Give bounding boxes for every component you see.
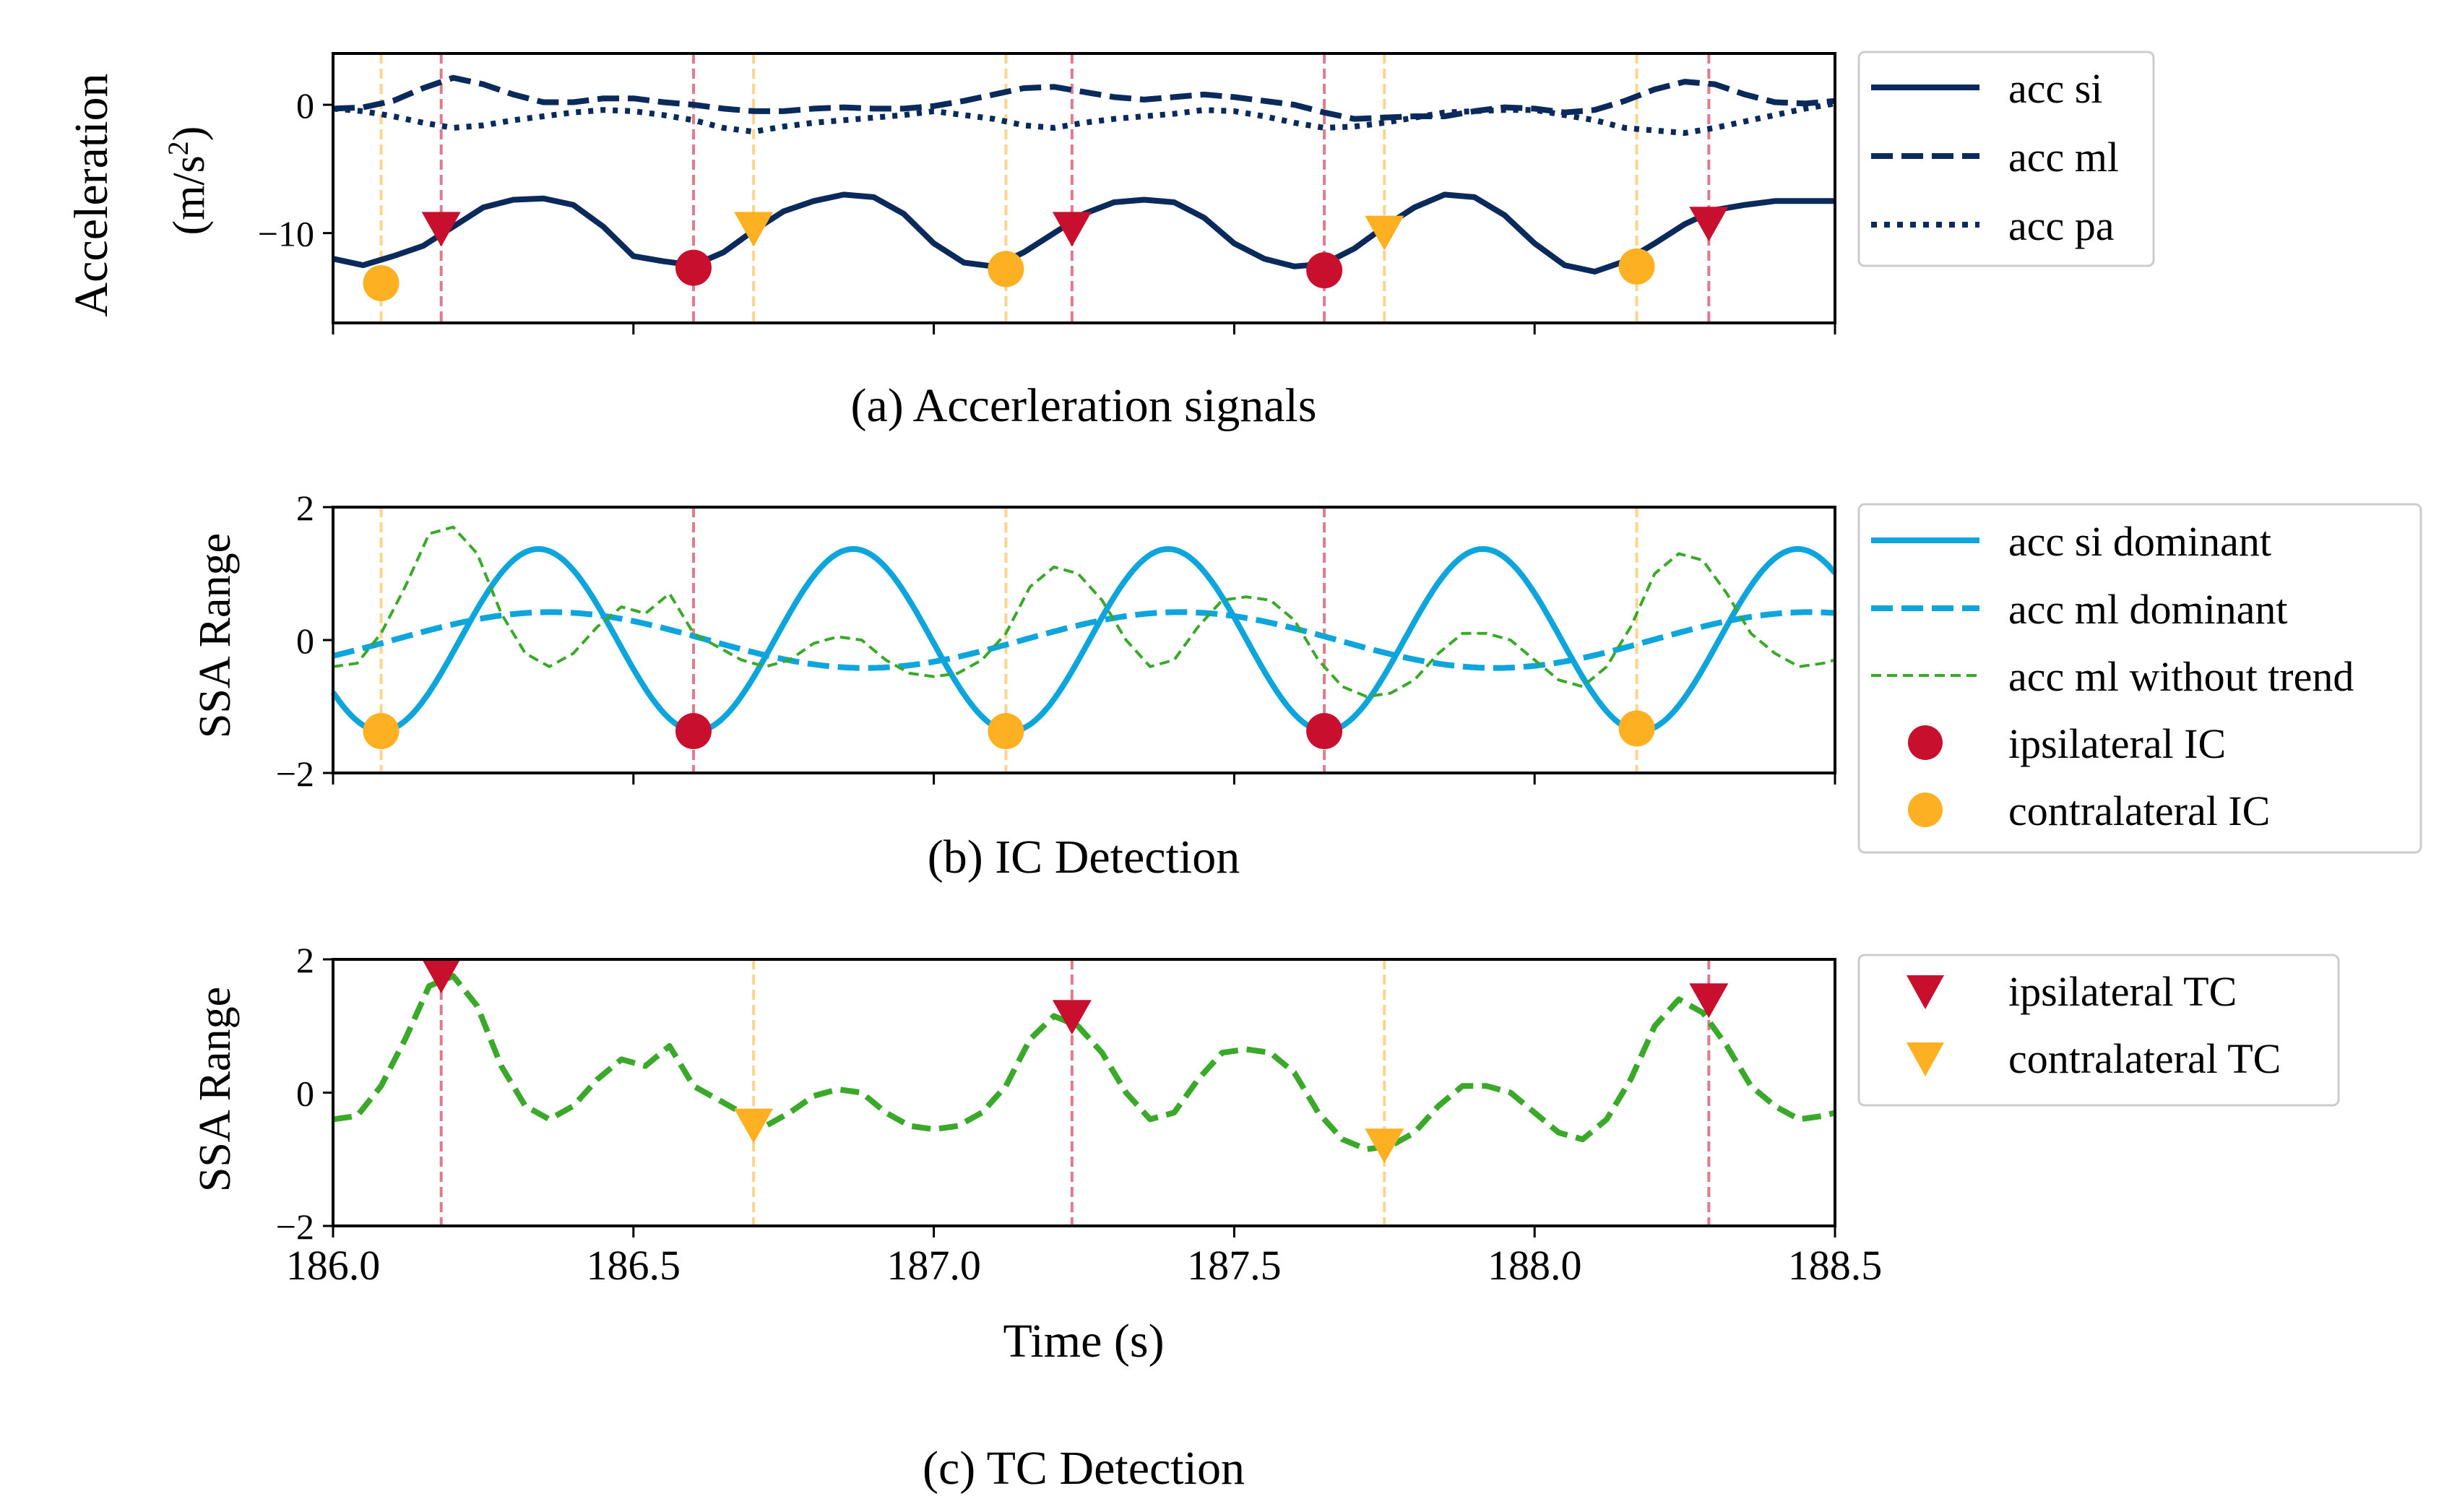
legend-c-marker-contralateral-tc xyxy=(1907,1042,1944,1076)
contralateral-tc-marker xyxy=(1365,1128,1404,1164)
caption-a: (a) Accerleration signals xyxy=(850,379,1316,432)
y-tick-label: −2 xyxy=(276,1206,314,1247)
y-axis-label-c: SSA Range xyxy=(191,987,240,1192)
y-tick-label: 2 xyxy=(296,940,314,980)
panel-acceleration: 0 −10 xyxy=(258,52,1836,334)
contralateral-ic-marker xyxy=(1618,248,1655,285)
legend-a-label-acc-si: acc si xyxy=(2008,65,2102,112)
ipsilateral-tc-marker xyxy=(421,959,461,994)
x-axis-label: Time (s) xyxy=(1003,1315,1164,1368)
ipsilateral-ic-marker xyxy=(1306,713,1343,750)
series-acc-si-dominant xyxy=(330,546,1838,734)
series-acc-ml xyxy=(332,74,1836,122)
contralateral-ic-marker xyxy=(363,264,400,301)
contralateral-tc-marker xyxy=(734,212,774,247)
contralateral-tc-marker xyxy=(1365,215,1404,251)
y-axis-label-b: SSA Range xyxy=(191,533,240,738)
caption-c: (c) TC Detection xyxy=(923,1442,1245,1495)
series-acc-ml-without-trend xyxy=(332,525,1836,699)
plot-frame xyxy=(332,958,1836,1227)
legend-a-label-acc-pa: acc pa xyxy=(2008,202,2114,249)
ipsilateral-ic-marker xyxy=(1306,252,1343,289)
legend-c: ipsilateral TC contralateral TC xyxy=(1857,954,2340,1107)
plot-frame xyxy=(332,52,1836,324)
legend-b-label-ml-without-trend: acc ml without trend xyxy=(2008,653,2354,700)
contralateral-ic-marker xyxy=(988,713,1024,750)
contralateral-ic-marker xyxy=(988,251,1024,288)
y-tick-label: −2 xyxy=(276,753,314,794)
y-axis-label-a: Acceleration xyxy=(65,73,118,316)
ipsilateral-tc-marker xyxy=(1052,1000,1092,1035)
x-tick-label: 187.5 xyxy=(1187,1242,1282,1289)
legend-b-marker-contralateral-ic xyxy=(1908,792,1943,827)
panel-ic-detection: 2 0 −2 xyxy=(276,488,1838,794)
legend-c-label-contralateral-tc: contralateral TC xyxy=(2008,1035,2281,1082)
legend-b-label-contralateral-ic: contralateral IC xyxy=(2008,787,2270,834)
contralateral-ic-marker xyxy=(1618,710,1655,747)
ipsilateral-tc-marker xyxy=(1689,983,1729,1019)
caption-b: (b) IC Detection xyxy=(928,831,1240,884)
y-tick-label: 0 xyxy=(296,1073,314,1114)
ipsilateral-tc-marker xyxy=(421,212,461,247)
legend-b-label-ipsilateral-ic: ipsilateral IC xyxy=(2008,720,2226,767)
y-tick-label: 2 xyxy=(296,488,314,528)
plot-frame xyxy=(332,506,1836,774)
ipsilateral-tc-marker xyxy=(1689,207,1729,242)
legend-b-marker-ipsilateral-ic xyxy=(1908,725,1943,760)
contralateral-tc-marker xyxy=(734,1108,774,1144)
ipsilateral-ic-marker xyxy=(675,713,712,750)
y-tick-label: 0 xyxy=(296,621,314,661)
series-ssa-range xyxy=(332,973,1836,1152)
y-tick-label: 0 xyxy=(296,85,314,126)
ipsilateral-tc-marker xyxy=(1052,212,1092,247)
y-axis-unit-a: (m/s2) xyxy=(162,126,215,236)
legend-b-label-si-dominant: acc si dominant xyxy=(2008,518,2271,565)
x-tick-label: 187.0 xyxy=(886,1242,981,1289)
ipsilateral-ic-marker xyxy=(675,249,712,286)
series-acc-ml-dominant xyxy=(332,609,1836,671)
legend-a: acc si acc ml acc pa xyxy=(1857,51,2155,267)
legend-b-label-ml-dominant: acc ml dominant xyxy=(2008,586,2288,633)
legend-c-label-ipsilateral-tc: ipsilateral TC xyxy=(2008,968,2237,1015)
legend-a-label-acc-ml: acc ml xyxy=(2008,134,2119,181)
contralateral-ic-marker xyxy=(363,713,400,750)
legend-b: acc si dominant acc ml dominant acc ml w… xyxy=(1857,503,2422,854)
x-tick-label: 186.0 xyxy=(286,1242,381,1289)
legend-c-marker-ipsilateral-tc xyxy=(1907,975,1944,1009)
x-tick-label: 186.5 xyxy=(587,1242,681,1289)
x-tick-label: 188.5 xyxy=(1788,1242,1883,1289)
series-acc-si xyxy=(332,191,1835,275)
x-tick-label: 188.0 xyxy=(1487,1242,1582,1289)
y-tick-label: −10 xyxy=(258,214,314,254)
